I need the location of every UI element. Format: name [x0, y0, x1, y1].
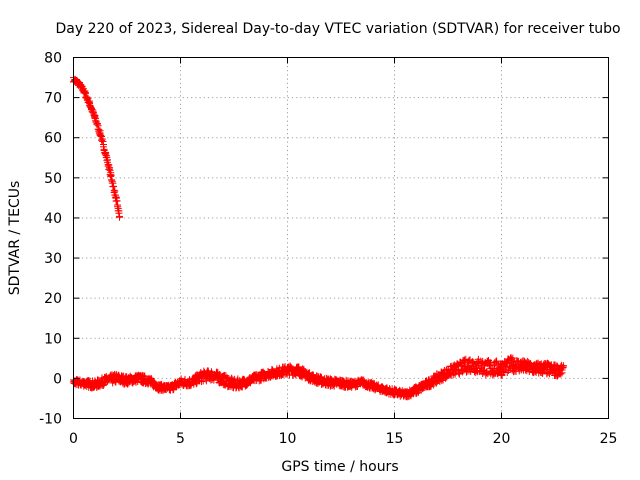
data-point	[492, 358, 500, 366]
data-point	[107, 171, 115, 179]
data-point	[114, 203, 122, 211]
data-point	[102, 150, 110, 158]
data-point	[81, 89, 89, 97]
data-point	[493, 357, 501, 365]
data-point	[104, 160, 112, 168]
data-point	[465, 356, 473, 364]
data-point	[204, 367, 212, 375]
data-point	[116, 212, 124, 220]
y-tick-label: 10	[44, 331, 62, 347]
y-tick-label: -10	[39, 412, 62, 428]
x-tick-labels: 0 5 10 15 20 25	[69, 431, 617, 447]
y-tick-label: 0	[53, 371, 62, 387]
x-tick-label: 20	[493, 431, 511, 447]
x-tick-label: 5	[176, 431, 185, 447]
y-tick-label: 70	[44, 91, 62, 107]
data-point	[559, 363, 567, 371]
data-point	[100, 380, 108, 388]
y-tick-label: 50	[44, 171, 62, 187]
data-point	[97, 132, 105, 140]
x-axis-label: GPS time / hours	[281, 459, 398, 475]
data-point	[111, 187, 119, 195]
data-point	[109, 179, 117, 187]
data-point	[557, 370, 565, 378]
chart-title: Day 220 of 2023, Sidereal Day-to-day VTE…	[55, 21, 620, 37]
data-point	[95, 126, 103, 134]
x-tick-label: 10	[279, 431, 297, 447]
data-point	[104, 156, 112, 164]
y-tick-label: 40	[44, 211, 62, 227]
y-axis-label: SDTVAR / TECUs	[7, 181, 23, 296]
x-tick-label: 25	[600, 431, 618, 447]
x-tick-label: 0	[69, 431, 78, 447]
data-point	[475, 359, 483, 367]
y-tick-label: 20	[44, 291, 62, 307]
data-point	[99, 137, 107, 145]
y-tick-label: 80	[44, 51, 62, 67]
data-point	[115, 209, 123, 217]
data-point	[453, 361, 461, 369]
y-tick-label: 60	[44, 131, 62, 147]
data-point	[113, 197, 121, 205]
data-point	[110, 182, 118, 190]
data-point	[108, 176, 116, 184]
x-tick-label: 15	[386, 431, 404, 447]
data-point	[299, 365, 307, 373]
data-point	[94, 122, 102, 130]
grid-lines	[73, 57, 609, 419]
plot-frame	[73, 57, 609, 419]
data-point	[100, 145, 108, 153]
data-points	[70, 74, 567, 401]
axis-ticks	[73, 57, 609, 419]
y-tick-labels: -10 0 10 20 30 40 50 60 70 80	[39, 51, 62, 428]
data-point	[228, 374, 236, 382]
data-point	[509, 354, 517, 362]
data-point	[243, 380, 251, 388]
y-tick-label: 30	[44, 251, 62, 267]
